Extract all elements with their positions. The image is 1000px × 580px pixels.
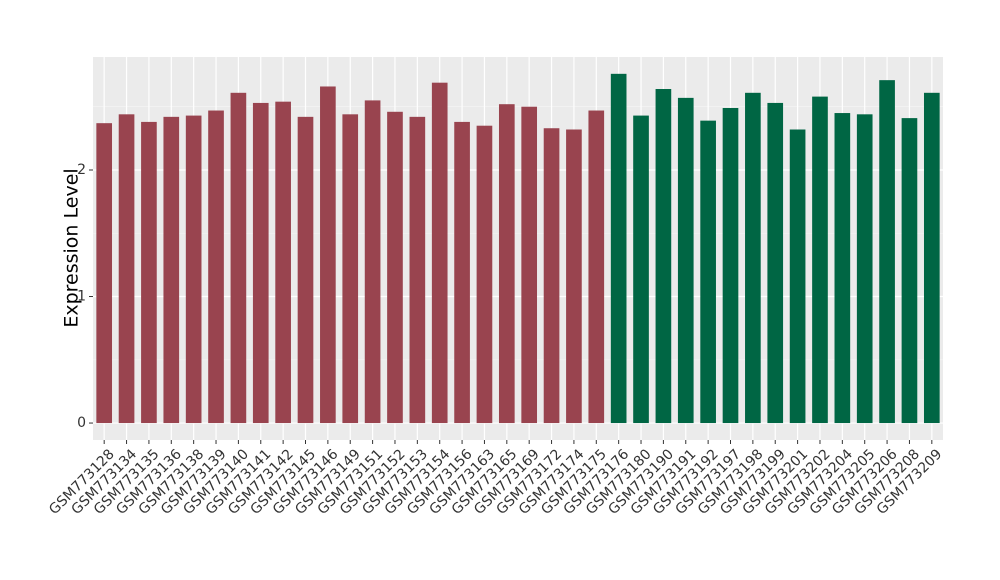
bar (476, 125, 493, 424)
bar (543, 128, 560, 424)
bar (320, 86, 336, 424)
bar (342, 114, 359, 424)
bar (901, 118, 918, 424)
y-tick-label: 2 (77, 162, 86, 178)
bar (96, 123, 113, 424)
bar (610, 73, 627, 424)
y-tick-label: 0 (77, 415, 86, 431)
bar (655, 89, 672, 424)
bar (677, 97, 694, 424)
bar (364, 100, 381, 424)
bar (431, 82, 448, 424)
bar (141, 121, 157, 424)
bar (700, 120, 716, 424)
bar (252, 102, 269, 424)
bar (498, 104, 515, 424)
bar (454, 121, 470, 424)
bar (185, 115, 202, 424)
bar (789, 129, 806, 424)
bar (856, 114, 873, 424)
bar (297, 116, 314, 424)
bar (834, 113, 851, 424)
bar (163, 116, 180, 424)
bar (745, 92, 761, 424)
bar (275, 101, 291, 424)
bar (230, 92, 247, 424)
bar (588, 110, 605, 424)
bar (923, 92, 940, 424)
y-axis-label: Expression Level (61, 168, 83, 327)
bar (879, 80, 895, 424)
bar (387, 111, 403, 424)
bar (409, 116, 426, 424)
y-tick-label: 1 (77, 289, 86, 305)
bar (208, 110, 224, 424)
bar (118, 114, 135, 424)
bar (722, 107, 739, 424)
bar (566, 129, 582, 424)
bar (633, 115, 649, 424)
bar (521, 106, 538, 424)
bar (812, 96, 828, 424)
bar (767, 102, 784, 424)
